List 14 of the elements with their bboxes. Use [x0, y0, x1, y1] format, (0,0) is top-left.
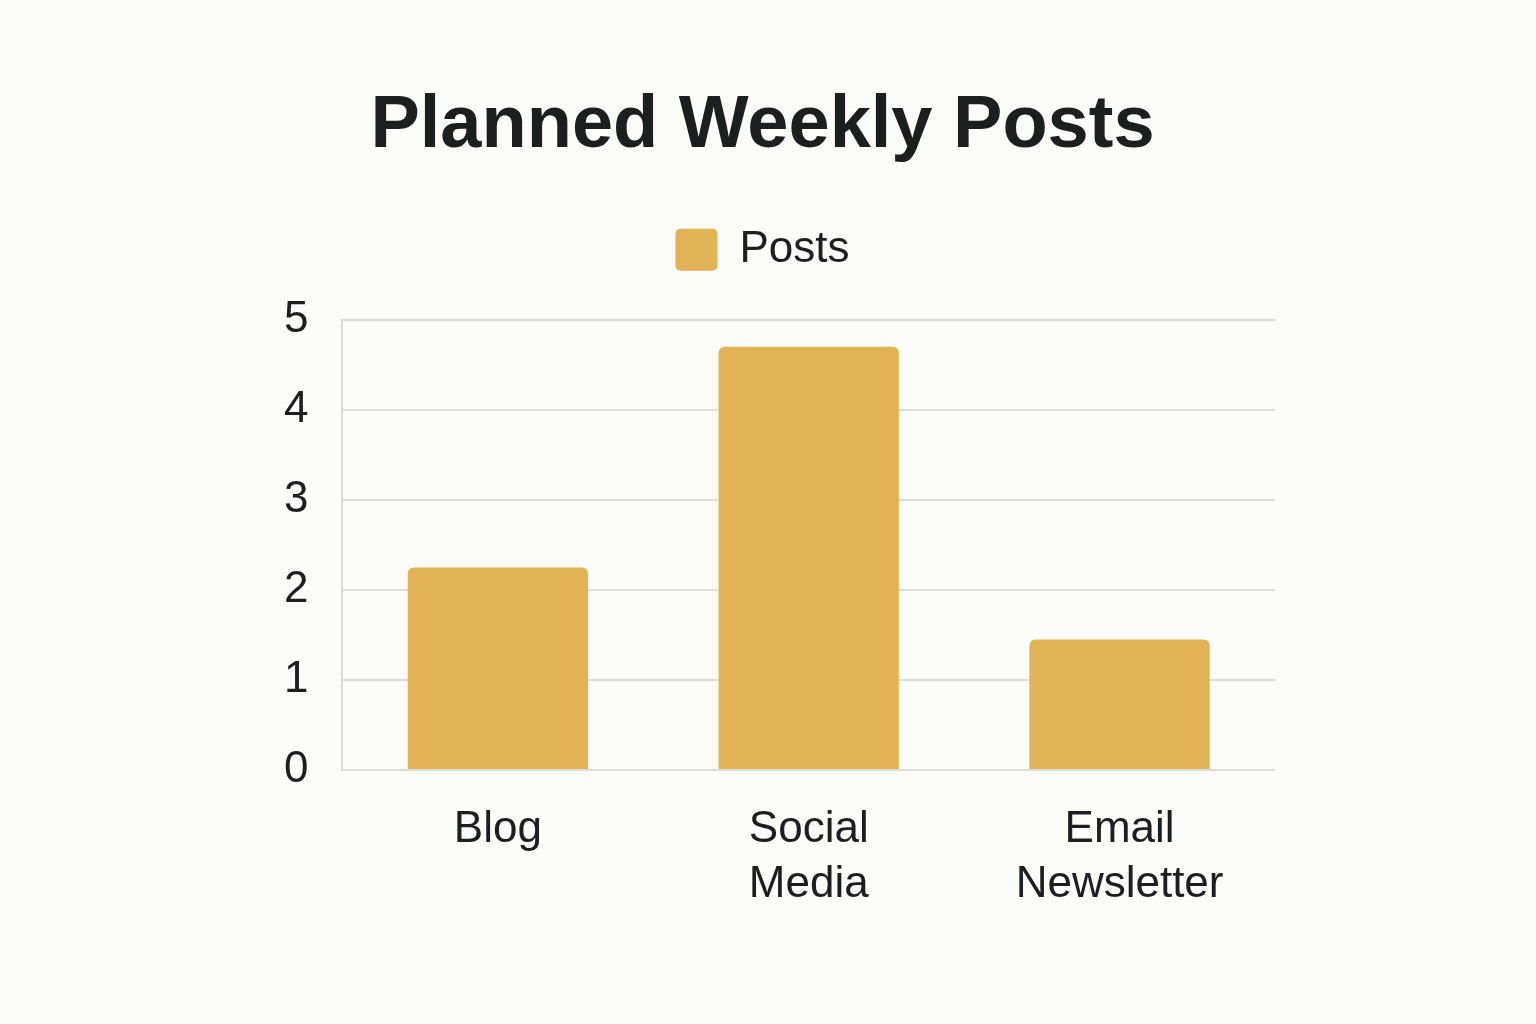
y-tick-label: 4 [283, 381, 309, 431]
legend-label: Posts [739, 221, 850, 271]
bar [1029, 639, 1210, 769]
chart-title: Planned Weekly Posts [370, 79, 1155, 163]
bar [718, 346, 899, 769]
y-tick-label: 1 [283, 652, 309, 702]
y-tick-label: 0 [283, 742, 309, 792]
x-tick-label: Social Media [748, 801, 870, 906]
y-tick-label: 3 [283, 472, 309, 522]
x-tick-label: Blog [453, 801, 542, 851]
y-tick-label: 2 [283, 562, 309, 612]
y-tick-label: 5 [283, 291, 309, 341]
x-tick-label: Email Newsletter [1015, 801, 1224, 906]
bar [407, 567, 589, 769]
